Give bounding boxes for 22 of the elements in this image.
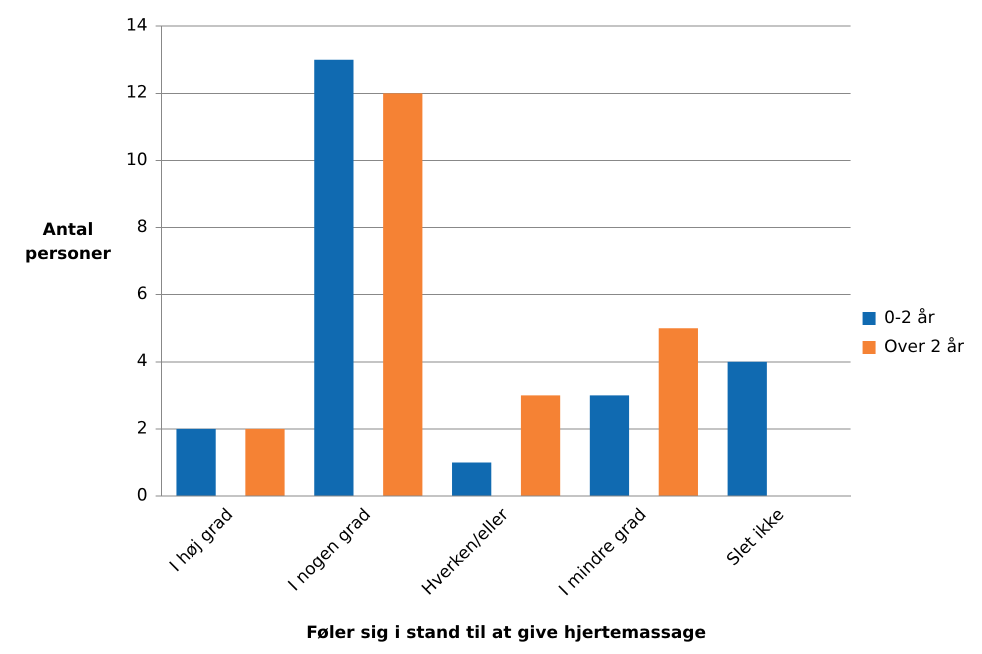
bar bbox=[176, 428, 216, 496]
legend-label: 0-2 år bbox=[884, 308, 935, 328]
y-tick-label: 2 bbox=[136, 418, 148, 438]
y-tick-label: 10 bbox=[126, 150, 148, 170]
bar bbox=[590, 395, 630, 496]
bar bbox=[452, 462, 492, 496]
bar bbox=[728, 362, 767, 496]
x-axis-title: Føler sig i stand til at give hjertemassage bbox=[306, 623, 706, 644]
y-tick-label: 4 bbox=[136, 351, 148, 372]
bar bbox=[383, 93, 422, 496]
x-tick-label: Slet ikke bbox=[723, 504, 788, 570]
bar bbox=[314, 60, 354, 496]
y-tick-label: 0 bbox=[136, 485, 148, 506]
y-tick-label: 14 bbox=[126, 16, 148, 36]
bar bbox=[245, 428, 285, 496]
y-tick-label: 8 bbox=[136, 216, 148, 237]
y-tick-label: 6 bbox=[136, 284, 148, 304]
y-axis-title: Antal personer bbox=[24, 219, 112, 266]
bar bbox=[658, 328, 698, 496]
legend-label: Over 2 år bbox=[884, 336, 964, 357]
bar bbox=[520, 395, 560, 496]
y-tick-label: 12 bbox=[126, 82, 148, 103]
